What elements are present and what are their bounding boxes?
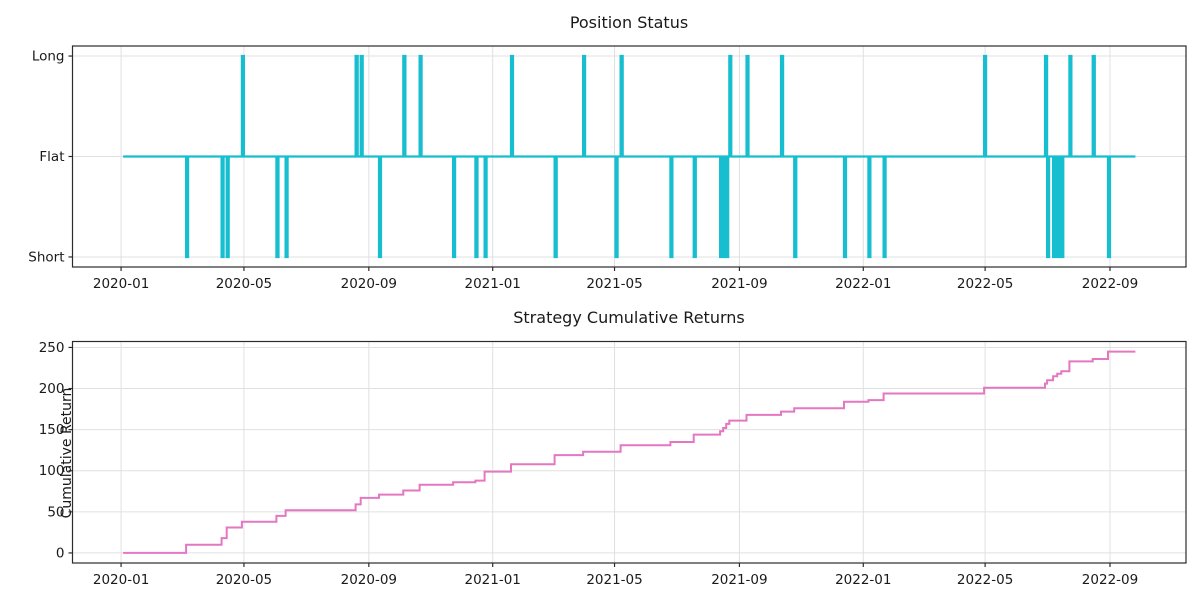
- x-tick-label: 2020-05: [216, 276, 272, 292]
- y-tick-label: 250: [39, 340, 65, 356]
- x-tick-label: 2021-01: [464, 572, 520, 588]
- y-tick-label: 50: [47, 504, 64, 520]
- x-tick-label: 2022-09: [1082, 276, 1138, 292]
- cumulative-returns-title: Strategy Cumulative Returns: [513, 308, 745, 327]
- y-tick-label: 0: [56, 545, 65, 561]
- x-tick-label: 2022-05: [957, 572, 1013, 588]
- y-tick-label: 150: [39, 422, 65, 438]
- x-tick-label: 2022-09: [1082, 572, 1138, 588]
- x-tick-label: 2021-01: [464, 276, 520, 292]
- x-tick-label: 2021-09: [711, 572, 767, 588]
- y-tick-label: 200: [39, 381, 65, 397]
- x-tick-label: 2020-09: [341, 276, 397, 292]
- x-tick-label: 2020-05: [216, 572, 272, 588]
- x-tick-label: 2021-05: [586, 276, 642, 292]
- y-tick-label: 100: [39, 463, 65, 479]
- x-tick-label: 2022-01: [835, 276, 891, 292]
- x-tick-label: 2022-05: [957, 276, 1013, 292]
- x-tick-label: 2022-01: [835, 572, 891, 588]
- plot-frame: [71, 340, 1187, 564]
- position-line: [123, 54, 1136, 259]
- position-status-chart: 2020-01 2020-05 2020-09 2021-01 2021-05 2021-…: [28, 45, 1187, 292]
- y-tick-label: Long: [32, 49, 65, 65]
- cumulative-return-line: [123, 350, 1136, 554]
- x-tick-label: 2020-01: [93, 572, 149, 588]
- x-tick-label: 2020-01: [93, 276, 149, 292]
- y-tick-label: Short: [28, 249, 64, 265]
- y-tick-label: Flat: [39, 149, 64, 165]
- grid: [72, 341, 1186, 563]
- x-tick-label: 2021-09: [711, 276, 767, 292]
- x-tick-label: 2020-09: [341, 572, 397, 588]
- x-tick-label: 2021-05: [586, 572, 642, 588]
- cumulative-returns-chart: 2020-01 2020-05 2020-09 2021-01 2021-05 2021-…: [39, 340, 1187, 588]
- position-status-title: Position Status: [569, 13, 689, 32]
